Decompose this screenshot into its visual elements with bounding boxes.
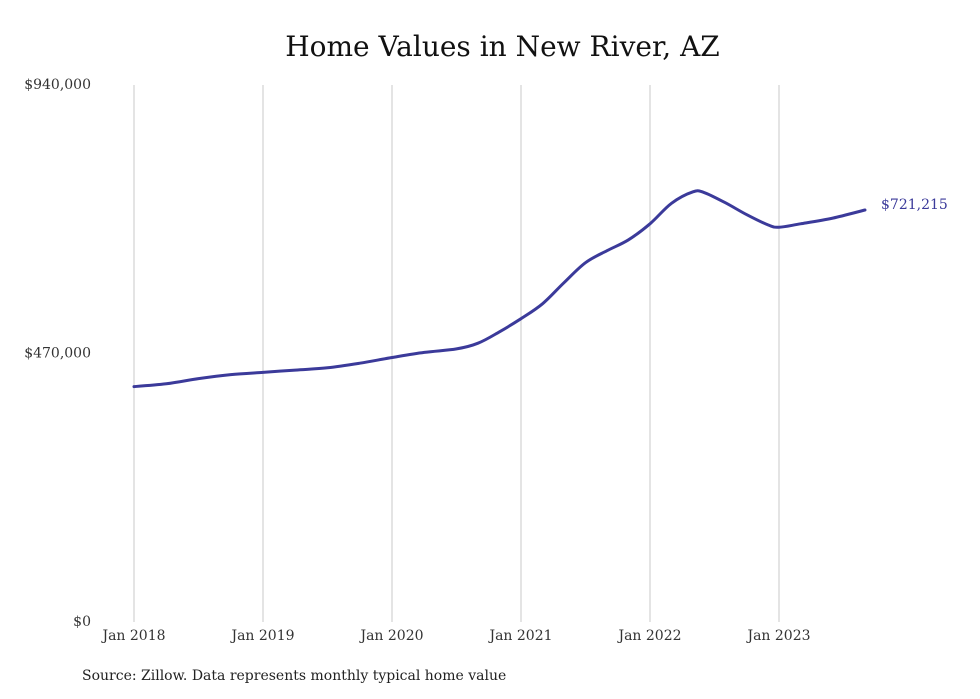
data-point: [293, 368, 297, 372]
data-point: [132, 385, 136, 389]
y-tick-label: $940,000: [24, 77, 91, 93]
data-point: [648, 222, 652, 226]
series-layer: $721,215: [132, 189, 948, 389]
data-point: [799, 222, 803, 226]
x-tick-label: Jan 2020: [358, 628, 423, 644]
end-value-label: $721,215: [881, 197, 948, 213]
x-tick-label: Jan 2023: [745, 628, 810, 644]
data-point: [261, 370, 265, 374]
data-point: [390, 356, 394, 360]
data-point: [498, 330, 502, 334]
data-point: [627, 238, 631, 242]
source-note: Source: Zillow. Data represents monthly …: [82, 668, 507, 684]
data-point: [670, 201, 674, 205]
data-point: [519, 317, 523, 321]
data-point: [422, 350, 426, 354]
grid-lines: [133, 85, 780, 622]
data-point: [164, 382, 168, 386]
data-point: [831, 216, 835, 220]
chart-title: Home Values in New River, AZ: [285, 30, 720, 63]
data-point: [766, 223, 770, 227]
data-point: [358, 361, 362, 365]
x-tick-label: Jan 2018: [100, 628, 165, 644]
y-tick-label: $470,000: [24, 346, 91, 362]
y-axis-ticks: $0 $470,000 $940,000: [24, 77, 91, 630]
x-tick-label: Jan 2021: [487, 628, 552, 644]
data-point: [229, 373, 233, 377]
y-tick-label: $0: [73, 614, 91, 630]
data-point: [691, 190, 695, 194]
x-tick-label: Jan 2022: [616, 628, 681, 644]
x-axis-ticks: Jan 2018 Jan 2019 Jan 2020 Jan 2021 Jan 2022…: [100, 628, 810, 644]
data-point: [777, 225, 781, 229]
data-point: [863, 208, 867, 212]
series-line: [132, 189, 867, 389]
data-point: [723, 201, 727, 205]
data-point: [476, 341, 480, 345]
data-point: [455, 347, 459, 351]
data-point: [605, 249, 609, 253]
data-point: [326, 366, 330, 370]
data-point: [745, 213, 749, 217]
x-tick-label: Jan 2019: [229, 628, 294, 644]
data-point: [562, 281, 566, 285]
data-point: [584, 261, 588, 265]
data-point: [541, 302, 545, 306]
data-point: [702, 190, 706, 194]
data-point: [197, 377, 201, 381]
